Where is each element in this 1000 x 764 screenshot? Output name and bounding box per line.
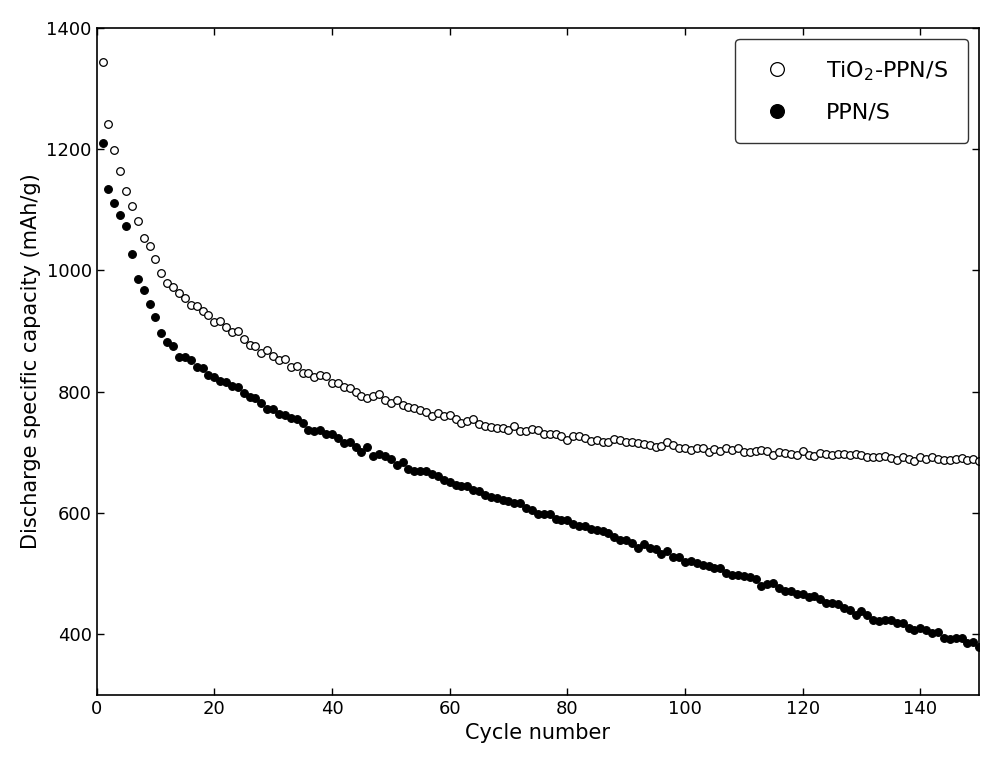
- TiO$_2$-PPN/S: [973, 457, 985, 466]
- Legend: TiO$_2$-PPN/S, PPN/S: TiO$_2$-PPN/S, PPN/S: [735, 39, 968, 143]
- PPN/S: [591, 526, 603, 535]
- TiO$_2$-PPN/S: [385, 398, 397, 407]
- TiO$_2$-PPN/S: [591, 435, 603, 445]
- TiO$_2$-PPN/S: [555, 432, 567, 441]
- PPN/S: [820, 599, 832, 608]
- Line: TiO$_2$-PPN/S: TiO$_2$-PPN/S: [99, 59, 983, 465]
- PPN/S: [385, 455, 397, 464]
- TiO$_2$-PPN/S: [703, 447, 715, 456]
- PPN/S: [555, 515, 567, 524]
- TiO$_2$-PPN/S: [97, 58, 109, 67]
- PPN/S: [973, 643, 985, 652]
- TiO$_2$-PPN/S: [444, 410, 456, 419]
- TiO$_2$-PPN/S: [820, 450, 832, 459]
- PPN/S: [444, 477, 456, 486]
- Line: PPN/S: PPN/S: [99, 139, 983, 651]
- X-axis label: Cycle number: Cycle number: [465, 724, 610, 743]
- PPN/S: [703, 561, 715, 570]
- PPN/S: [97, 138, 109, 147]
- Y-axis label: Discharge specific capacity (mAh/g): Discharge specific capacity (mAh/g): [21, 173, 41, 549]
